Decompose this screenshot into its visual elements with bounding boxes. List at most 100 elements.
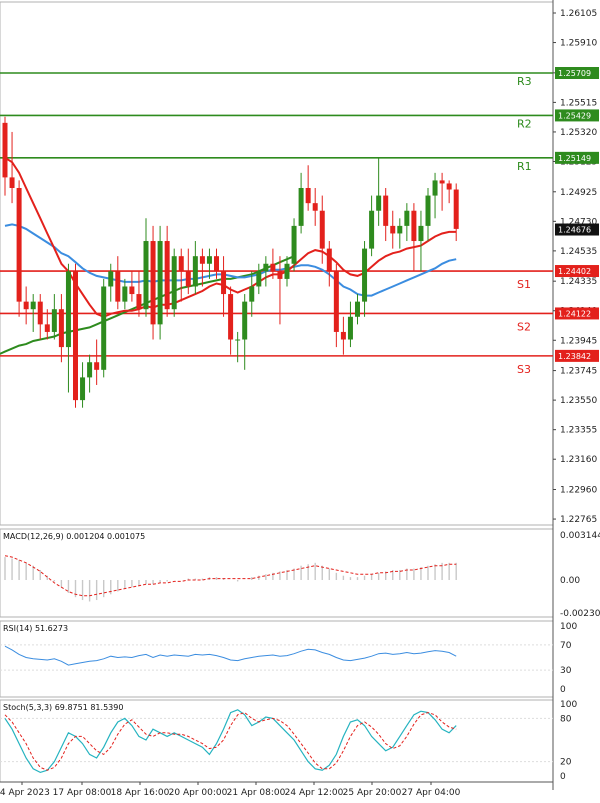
candle-body: [143, 241, 149, 310]
rsi-panel: [0, 620, 554, 698]
price-tick-label: 1.25320: [560, 128, 597, 138]
rsi-line: [4, 645, 457, 666]
time-tick-label: 20 Apr 00:00: [169, 788, 228, 798]
candle-body: [44, 324, 50, 332]
candle-body: [439, 180, 445, 184]
candle-body: [312, 203, 318, 211]
candle-body: [136, 294, 142, 310]
candle-body: [221, 271, 227, 295]
time-tick-label: 24 Apr 12:00: [285, 788, 344, 798]
candle-body: [192, 256, 198, 287]
candle-body: [23, 301, 29, 310]
candle-body: [171, 256, 177, 310]
level-label-r2: R2: [517, 117, 532, 130]
macd-title: MACD(12,26,9) 0.001204 0.001075: [3, 532, 145, 541]
price-tick-label: 1.23160: [560, 455, 597, 465]
price-tick-label: 1.23745: [560, 367, 597, 377]
candle-body: [404, 210, 410, 226]
macd-panel: [0, 528, 554, 618]
time-tick-label: 25 Apr 20:00: [343, 788, 402, 798]
stoch-tick-label: 80: [560, 714, 572, 724]
level-value-label: 1.25149: [558, 154, 591, 163]
level-value-label: 1.23842: [558, 352, 591, 361]
candle-body: [319, 210, 325, 249]
candle-body: [185, 271, 191, 287]
level-value-tag: [555, 109, 599, 122]
candle-body: [94, 362, 100, 370]
rsi-tick-label: 100: [560, 622, 577, 632]
level-value-tag: [555, 67, 599, 79]
candle-body: [115, 271, 121, 302]
candle-body: [150, 241, 156, 325]
stoch-tick-label: 0: [560, 772, 566, 782]
candle-body: [326, 248, 332, 272]
price-tick-label: 1.24535: [560, 247, 597, 257]
candle-body: [397, 225, 403, 234]
stoch-tick-label: 20: [560, 758, 572, 768]
candle-body: [30, 301, 36, 310]
candle-body: [390, 225, 396, 234]
price-tick-label: 1.24730: [560, 217, 597, 227]
candle-body: [199, 256, 205, 264]
level-value-tag: [555, 265, 599, 278]
level-value-label: 1.25709: [558, 69, 591, 78]
candle-body: [432, 180, 438, 196]
candle-body: [214, 256, 219, 272]
stoch-tick-label: 100: [560, 700, 577, 710]
rsi-tick-label: 70: [560, 641, 572, 651]
candle-body: [369, 210, 375, 249]
candle-body: [51, 309, 57, 332]
candle-body: [418, 225, 424, 242]
level-label-r1: R1: [517, 160, 532, 173]
candle-body: [453, 189, 459, 229]
candle-body: [228, 294, 234, 340]
macd-tick-label: 0.00: [560, 576, 580, 586]
level-label-s3: S3: [517, 363, 531, 376]
price-tick-label: 1.22960: [560, 486, 597, 496]
candle-body: [446, 183, 452, 190]
level-value-label: 1.24122: [558, 309, 591, 318]
candle-body: [101, 286, 107, 370]
candle-body: [383, 195, 389, 226]
candle-body: [277, 271, 283, 279]
candle-body: [298, 188, 304, 226]
level-label-s2: S2: [517, 320, 531, 333]
candle-body: [333, 271, 339, 332]
candle-body: [263, 263, 269, 272]
candle-body: [291, 225, 297, 264]
candle-body: [87, 362, 93, 378]
candle-body: [425, 195, 431, 226]
current-price-tag: [555, 223, 599, 236]
macd-tick-label: 0.003144: [560, 531, 600, 541]
stoch-k-line: [4, 709, 457, 774]
candle-body: [411, 210, 417, 242]
level-value-label: 1.24402: [558, 267, 591, 276]
rsi-title: RSI(14) 51.6273: [3, 624, 68, 633]
level-value-label: 1.25429: [558, 111, 591, 120]
candle-body: [9, 177, 15, 188]
candle-body: [37, 301, 43, 325]
level-value-tag: [555, 349, 599, 362]
candle-body: [122, 286, 128, 302]
macd-signal-line: [4, 555, 457, 597]
level-value-tag: [555, 307, 599, 320]
price-tick-label: 1.23550: [560, 396, 597, 406]
stoch-title: Stoch(5,3,3) 69.8751 81.5390: [3, 703, 123, 712]
price-tick-label: 1.23355: [560, 426, 597, 436]
candle-body: [2, 122, 8, 178]
candle-body: [73, 271, 78, 401]
candle-body: [270, 263, 276, 272]
candle-body: [242, 301, 248, 340]
level-label-s1: S1: [517, 278, 531, 291]
rsi-tick-label: 30: [560, 666, 572, 676]
candle-body: [178, 256, 184, 272]
time-tick-label: 18 Apr 16:00: [111, 788, 170, 798]
price-tick-label: 1.25910: [560, 39, 597, 49]
stoch-panel: [0, 699, 554, 783]
time-tick-label: 17 Apr 08:00: [53, 788, 112, 798]
candle-body: [362, 248, 368, 302]
macd-tick-label: -0.002306: [560, 609, 600, 619]
candle-body: [58, 309, 64, 348]
rsi-tick-label: 0: [560, 685, 566, 695]
